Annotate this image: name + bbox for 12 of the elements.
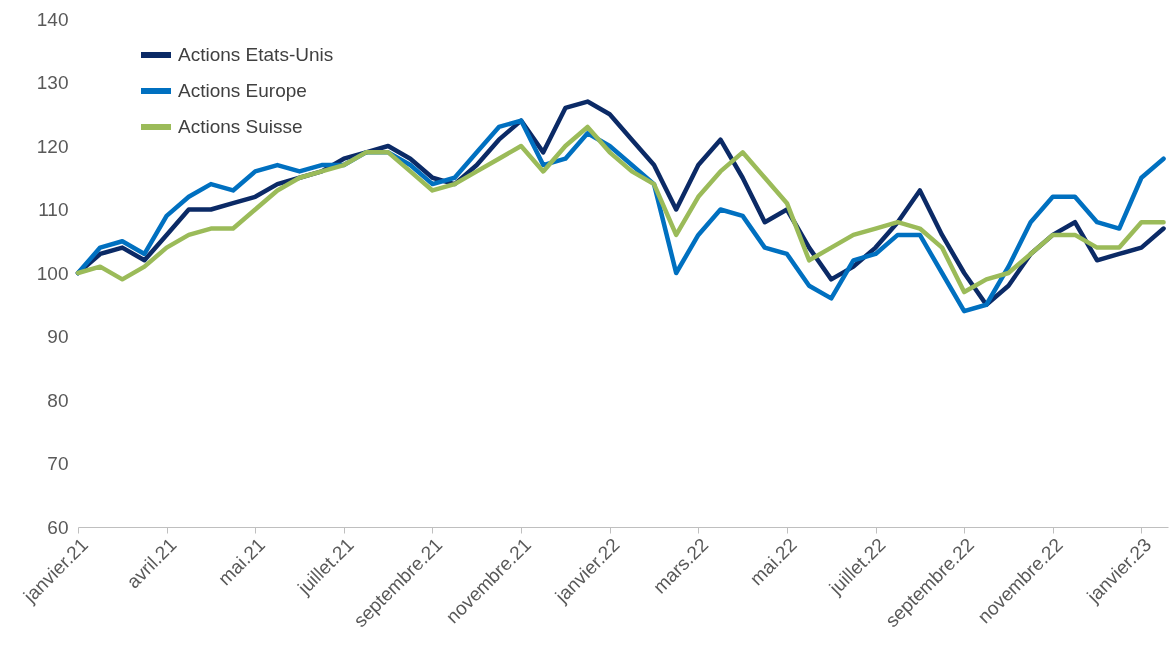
y-tick-label: 130 xyxy=(36,72,69,93)
y-tick-label: 140 xyxy=(36,8,69,30)
y-tick-label: 100 xyxy=(36,262,69,284)
y-tick-label: 80 xyxy=(47,389,69,411)
y-tick-label: 60 xyxy=(47,516,69,538)
legend-label: Actions Etats-Unis xyxy=(178,44,334,65)
y-tick-label: 90 xyxy=(47,326,69,347)
y-tick-label: 120 xyxy=(36,135,69,157)
y-tick-label: 70 xyxy=(47,453,69,474)
legend-label: Actions Europe xyxy=(178,80,307,101)
legend-label: Actions Suisse xyxy=(178,116,303,137)
y-tick-label: 110 xyxy=(38,199,69,220)
